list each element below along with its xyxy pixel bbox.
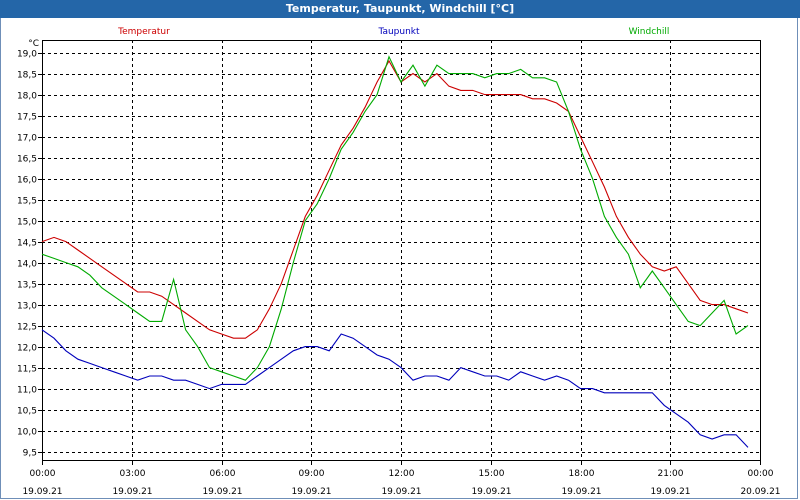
x-tick-time: 12:00	[389, 469, 415, 479]
x-tick-time: 06:00	[210, 469, 236, 479]
y-tick-label: 13,5	[17, 281, 37, 291]
y-tick-label: 18,0	[17, 92, 37, 102]
x-tick-time: 00:00	[30, 469, 56, 479]
y-tick-label: 11,5	[17, 365, 37, 375]
legend-item-temperatur: Temperatur	[117, 27, 170, 37]
y-tick-label: 14,0	[17, 260, 37, 270]
y-tick-label: 12,5	[17, 323, 37, 333]
y-tick-label: 10,5	[17, 407, 37, 417]
y-unit-label: °C	[28, 39, 39, 49]
x-tick-time: 15:00	[479, 469, 505, 479]
axis-labels: 9,5 10,0 10,5 11,0 11,5 12,0 12,5 13,0 13,5 14,0 1…	[17, 39, 781, 497]
y-tick-label: 19,0	[17, 50, 37, 60]
series-line-taupunkt	[41, 329, 749, 448]
x-tick-time: 00:00	[748, 469, 774, 479]
axes	[38, 40, 761, 465]
y-tick-label: 17,5	[17, 113, 37, 123]
x-tick-time: 21:00	[658, 469, 684, 479]
chart-frame: 9,5 10,0 10,5 11,0 11,5 12,0 12,5 13,0 13,5 14,0 1…	[0, 18, 798, 499]
x-tick-time: 18:00	[569, 469, 595, 479]
y-tick-label: 10,0	[17, 428, 37, 438]
gridlines	[42, 40, 760, 460]
y-tick-label: 11,0	[17, 386, 37, 396]
y-tick-label: 17,0	[17, 134, 37, 144]
x-tick-time: 09:00	[299, 469, 325, 479]
y-tick-label: 12,0	[17, 344, 37, 354]
y-tick-label: 9,5	[23, 449, 37, 459]
x-tick-date: 19.09.21	[381, 487, 421, 497]
plot-border	[42, 40, 761, 461]
x-tick-date: 19.09.21	[291, 487, 331, 497]
legend-item-taupunkt: Taupunkt	[377, 27, 420, 37]
y-tick-label: 15,5	[17, 197, 37, 207]
x-tick-date: 19.09.21	[561, 487, 601, 497]
x-tick-date: 19.09.21	[202, 487, 242, 497]
y-tick-label: 15,0	[17, 218, 37, 228]
x-tick-date: 19.09.21	[471, 487, 511, 497]
legend: Temperatur Taupunkt Windchill	[117, 27, 669, 37]
x-tick-date: 20.09.21	[740, 487, 780, 497]
series-line-windchill	[41, 55, 749, 381]
y-tick-label: 18,5	[17, 71, 37, 81]
window-title: Temperatur, Taupunkt, Windchill [°C]	[0, 0, 800, 18]
series-lines	[41, 55, 749, 448]
y-tick-label: 14,5	[17, 239, 37, 249]
legend-item-windchill: Windchill	[629, 27, 670, 37]
y-tick-label: 16,5	[17, 155, 37, 165]
chart-canvas: 9,5 10,0 10,5 11,0 11,5 12,0 12,5 13,0 13,5 14,0 1…	[17, 27, 781, 497]
y-tick-label: 13,0	[17, 302, 37, 312]
y-tick-label: 16,0	[17, 176, 37, 186]
x-tick-date: 19.09.21	[650, 487, 690, 497]
x-tick-time: 03:00	[120, 469, 146, 479]
series-line-temperatur	[41, 59, 749, 339]
x-tick-date: 19.09.21	[22, 487, 62, 497]
x-tick-date: 19.09.21	[112, 487, 152, 497]
